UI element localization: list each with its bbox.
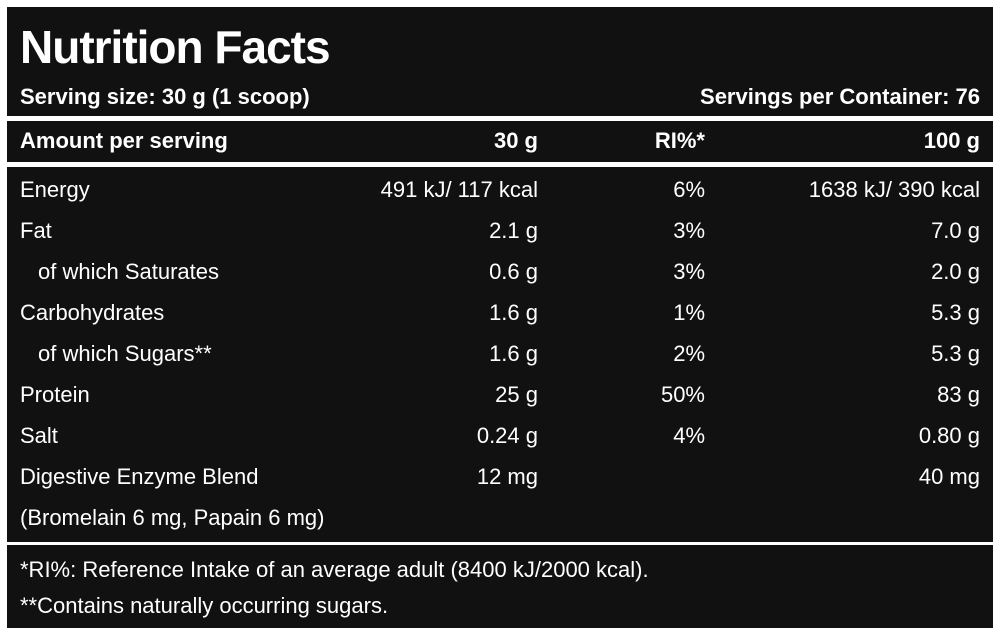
nutrient-row: of which Sugars** 1.6 g 2% 5.3 g	[7, 340, 993, 370]
footnote: **Contains naturally occurring sugars.	[20, 593, 389, 618]
nutrient-label: Fat	[20, 218, 52, 243]
per-100g: 1638 kJ/ 390 kcal	[808, 177, 980, 202]
rule	[7, 542, 993, 545]
serving-size: Serving size: 30 g (1 scoop)	[20, 84, 310, 109]
per-100g: 5.3 g	[931, 341, 980, 366]
nutrient-label: of which Saturates	[38, 259, 219, 284]
ri-percent: 3%	[673, 218, 705, 243]
nutrient-row: Protein 25 g 50% 83 g	[7, 381, 993, 411]
nutrient-row: of which Saturates 0.6 g 3% 2.0 g	[7, 258, 993, 288]
note-row: (Bromelain 6 mg, Papain 6 mg)	[7, 504, 993, 534]
header-row: Amount per serving 30 g RI%* 100 g	[7, 127, 993, 157]
per-100g: 40 mg	[918, 464, 980, 489]
ri-percent: 3%	[673, 259, 705, 284]
nutrient-row: Energy 491 kJ/ 117 kcal 6% 1638 kJ/ 390 kca…	[7, 176, 993, 206]
nutrient-label: Energy	[20, 177, 90, 202]
per-serving: 0.6 g	[489, 259, 538, 284]
per-serving: 12 mg	[476, 464, 538, 489]
nutrient-row: Carbohydrates 1.6 g 1% 5.3 g	[7, 299, 993, 329]
nutrient-row: Salt 0.24 g 4% 0.80 g	[7, 422, 993, 452]
ri-percent: 4%	[673, 423, 705, 448]
nutrient-label: Salt	[20, 423, 58, 448]
column-header: 30 g	[493, 128, 538, 153]
per-100g: 5.3 g	[931, 300, 980, 325]
thick-rule	[7, 116, 993, 121]
per-serving: 491 kJ/ 117 kcal	[380, 177, 538, 202]
nutrient-label: Digestive Enzyme Blend	[20, 464, 259, 489]
ri-percent: 1%	[673, 300, 705, 325]
column-header: 100 g	[923, 128, 980, 153]
per-100g: 2.0 g	[931, 259, 980, 284]
per-serving: 1.6 g	[489, 341, 538, 366]
per-100g: 7.0 g	[931, 218, 980, 243]
per-serving: 0.24 g	[476, 423, 538, 448]
nutrient-label: Protein	[20, 382, 90, 407]
ri-percent: 6%	[673, 177, 705, 202]
ri-percent: 50%	[660, 382, 705, 407]
column-header: RI%*	[654, 128, 705, 153]
nutrient-label: of which Sugars**	[38, 341, 212, 366]
per-100g: 0.80 g	[918, 423, 980, 448]
thick-rule	[7, 162, 993, 167]
nutrition-label: Nutrition Facts Serving size: 30 g (1 sc…	[7, 7, 993, 628]
per-100g: 83 g	[937, 382, 980, 407]
column-header: Amount per serving	[20, 128, 228, 153]
nutrient-label: Carbohydrates	[20, 300, 165, 325]
servings-per-container: Servings per Container: 76	[700, 84, 980, 109]
nutrient-note: (Bromelain 6 mg, Papain 6 mg)	[20, 505, 325, 530]
title: Nutrition Facts	[20, 21, 331, 73]
per-serving: 2.1 g	[489, 218, 538, 243]
per-serving: 25 g	[495, 382, 538, 407]
ri-percent: 2%	[673, 341, 705, 366]
footnote: *RI%: Reference Intake of an average adu…	[20, 557, 649, 582]
nutrient-row: Digestive Enzyme Blend 12 mg 40 mg	[7, 463, 993, 493]
per-serving: 1.6 g	[489, 300, 538, 325]
nutrient-row: Fat 2.1 g 3% 7.0 g	[7, 217, 993, 247]
